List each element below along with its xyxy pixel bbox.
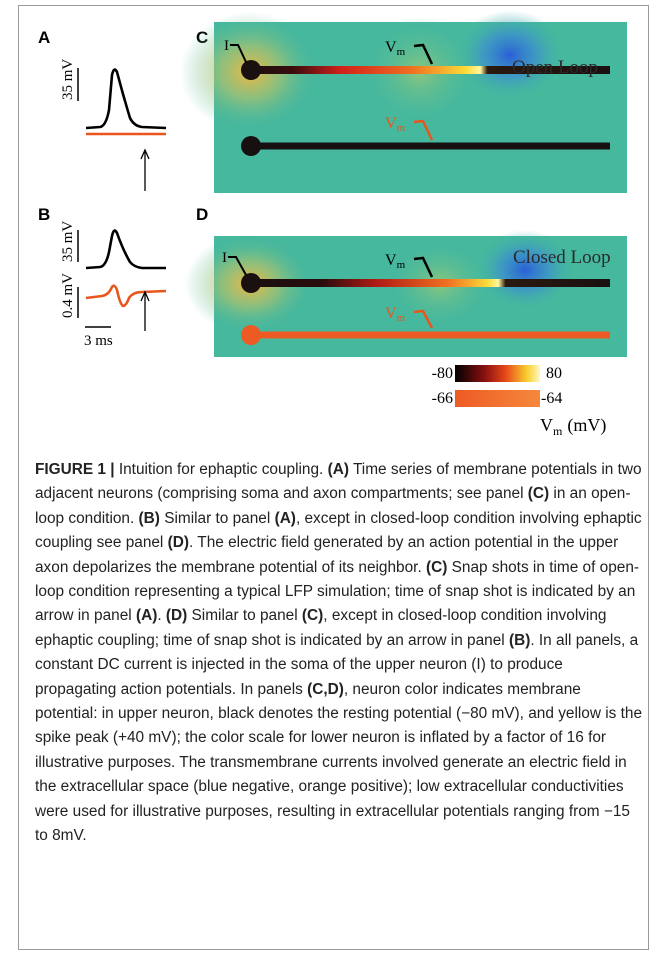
vm-label: Vm <box>385 305 406 324</box>
caption-bold: (C) <box>426 558 448 576</box>
caption-text: Snap shots in time of open-loop conditio… <box>35 558 640 625</box>
vm-label: Vm <box>385 252 406 271</box>
vm-base: V <box>385 305 397 322</box>
scale-label: 35 mV <box>60 221 76 262</box>
current-label: I <box>222 250 227 266</box>
label-base: V <box>540 415 553 435</box>
panel-label: A <box>38 28 50 47</box>
current-label: I <box>224 38 229 54</box>
vm-sub: m <box>397 46 406 58</box>
label-unit: (mV) <box>567 415 606 436</box>
panel-title: Open Loop <box>512 57 598 78</box>
electrode <box>413 43 434 65</box>
lower-soma <box>241 136 261 156</box>
label-sub: m <box>553 424 563 438</box>
upper-soma <box>241 60 261 80</box>
electrode <box>413 309 434 329</box>
vm-sub: m <box>397 259 406 271</box>
caption-text: . The electric field generated by an act… <box>35 534 619 576</box>
caption-bold: (A) <box>327 461 349 478</box>
colorbar-max: -64 <box>541 390 562 407</box>
caption-text: Similar to panel <box>159 509 275 527</box>
caption-text: , neuron color indicates membrane potent… <box>35 680 643 845</box>
vm-label: Vm <box>385 39 406 58</box>
vm-sub: m <box>397 122 406 134</box>
scale-label: 0.4 mV <box>60 273 76 318</box>
panel-label: B <box>38 205 50 224</box>
caption-bold: (C,D) <box>307 680 344 698</box>
panel-title: Closed Loop <box>513 247 611 268</box>
caption-bold: (C) <box>527 485 550 503</box>
field-negative <box>455 10 565 100</box>
caption-bold: (C) <box>301 607 324 625</box>
vm-base: V <box>385 252 397 269</box>
electrode <box>413 256 434 278</box>
panel-label: D <box>196 205 208 224</box>
colorbar-max: 80 <box>546 365 562 382</box>
arrow-head <box>140 290 150 302</box>
arrow-head <box>140 148 150 160</box>
caption-text: . In all panels, a constant DC current i… <box>35 631 639 698</box>
panel-d: I Vm Vm Closed Loop <box>185 230 627 357</box>
caption-bold: (B) <box>138 509 160 527</box>
panel-c: I Vm Vm Open Loop <box>180 10 627 193</box>
electrode <box>230 44 247 63</box>
caption-text: , except in closed-loop condition involv… <box>35 509 642 552</box>
caption-text: in an open-loop condition. <box>35 485 631 527</box>
colorbar <box>455 365 540 382</box>
caption-bold: (A) <box>274 509 296 527</box>
caption-text: Similar to panel <box>187 607 302 625</box>
upper-soma <box>241 273 261 293</box>
caption-text: . <box>157 607 166 625</box>
electrode <box>413 119 434 141</box>
figure: A B C D 35 mV 35 mV 0.4 mV 3 ms I Vm Vm … <box>38 10 627 438</box>
vm-label: Vm <box>385 115 406 134</box>
caption-bold: FIGURE 1 | <box>35 461 115 478</box>
lfp-trace <box>85 284 167 308</box>
colorbar-min: -66 <box>432 390 453 407</box>
caption: FIGURE 1 | Intuition for ephaptic coupli… <box>35 458 645 849</box>
electrode <box>228 256 247 276</box>
caption-bold: (A) <box>135 607 158 625</box>
scale-label: 35 mV <box>60 59 76 100</box>
field-negative <box>475 230 575 310</box>
voltage-trace <box>85 229 166 270</box>
voltage-trace <box>85 68 167 130</box>
colorbar-min: -80 <box>432 365 453 382</box>
colorbar <box>455 390 540 407</box>
caption-bold: (D) <box>165 607 188 625</box>
vm-base: V <box>385 115 397 132</box>
caption-bold: (D) <box>167 534 190 552</box>
caption-bold: (B) <box>508 631 531 649</box>
vm-sub: m <box>397 312 406 324</box>
vm-base: V <box>385 39 397 56</box>
caption-text: , except in closed-loop condition involv… <box>35 607 607 649</box>
colorbar-label: Vm (mV) <box>540 415 606 438</box>
figure-frame <box>18 5 649 950</box>
caption-text: Intuition for ephaptic coupling. <box>114 461 328 478</box>
caption-text: Time series of membrane potentials in tw… <box>35 461 642 503</box>
scale-label: 3 ms <box>84 333 113 349</box>
lower-soma <box>241 325 261 345</box>
